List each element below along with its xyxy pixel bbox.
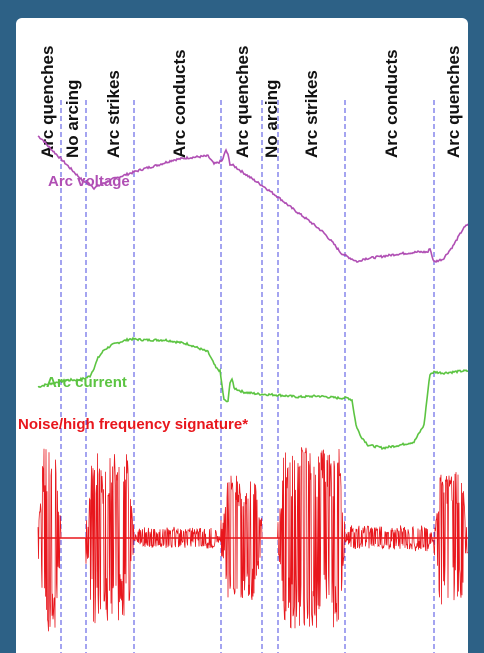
arc-current-line [37, 336, 468, 450]
phase-dividers [60, 100, 435, 653]
chart-panel: Arc quenches No arcing Arc strikes Arc cond… [16, 18, 468, 653]
phase-label: No arcing [262, 80, 281, 158]
noise-line [37, 447, 468, 632]
arc-voltage-line [37, 135, 468, 264]
noise-trace [37, 447, 468, 632]
phase-label: Arc conducts [382, 49, 401, 158]
phase-label: No arcing [63, 80, 82, 158]
noise-signature-label: Noise/high frequency signature* [18, 416, 248, 433]
arc-signal-chart: Arc quenches No arcing Arc strikes Arc cond… [18, 46, 468, 653]
phase-label: Arc strikes [104, 70, 123, 158]
phase-label: Arc quenches [38, 46, 57, 158]
phase-label: Arc conducts [170, 49, 189, 158]
phase-label: Arc strikes [302, 70, 321, 158]
arc-current-label: Arc current [46, 374, 127, 391]
phase-labels: Arc quenches No arcing Arc strikes Arc cond… [38, 46, 463, 158]
arc-voltage-label: Arc voltage [48, 173, 130, 190]
phase-label: Arc quenches [444, 46, 463, 158]
phase-label: Arc quenches [233, 46, 252, 158]
